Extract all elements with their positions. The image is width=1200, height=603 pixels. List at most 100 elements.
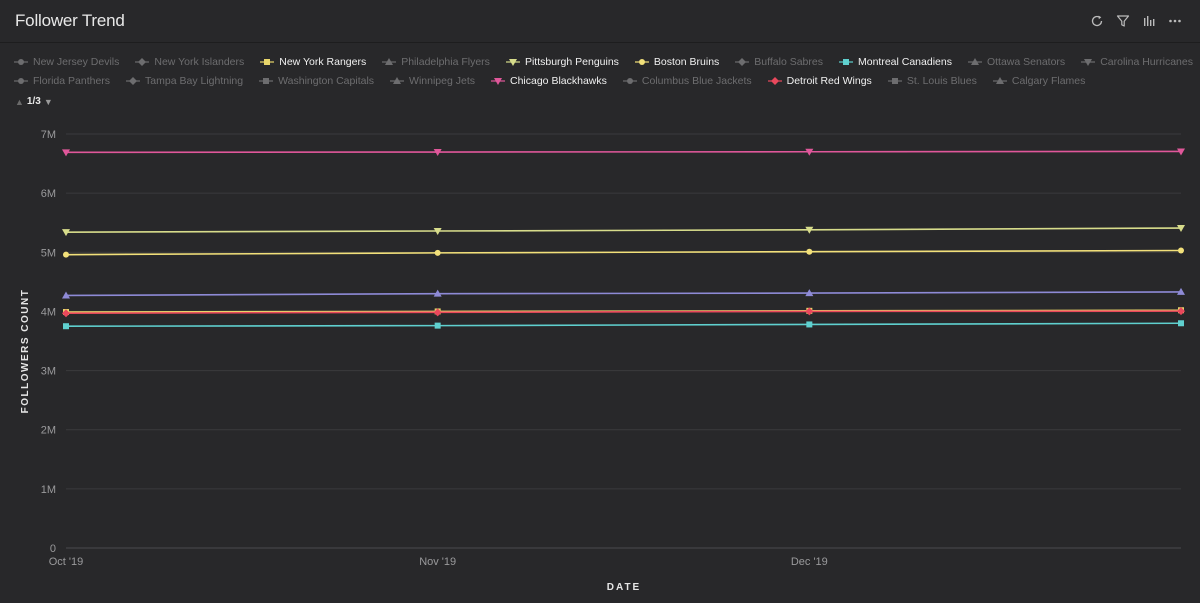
data-point	[62, 309, 70, 318]
series-line	[65, 227, 1182, 233]
legend-label: St. Louis Blues	[906, 74, 977, 87]
legend-marker-icon	[842, 58, 849, 65]
y-tick-label: 4M	[41, 306, 56, 318]
legend-item[interactable]: Boston Bruins	[634, 55, 720, 68]
pager-prev-icon[interactable]: ▲	[15, 96, 24, 107]
legend-label: Columbus Blue Jackets	[641, 74, 752, 87]
legend-item[interactable]: New York Rangers	[260, 56, 366, 68]
legend-swatch-icon	[14, 58, 28, 65]
pager-status: 1/3	[26, 96, 41, 107]
legend-item[interactable]: Pittsburgh Penguins	[505, 56, 619, 68]
legend-marker-icon	[138, 57, 147, 66]
data-point	[1177, 287, 1185, 295]
legend-item[interactable]: Philadelphia Flyers	[382, 56, 490, 68]
legend-marker-icon	[1084, 58, 1093, 66]
y-tick-label: 3M	[41, 366, 56, 378]
y-axis-title: FOLLOWERS COUNT	[20, 289, 31, 414]
x-axis-title: DATE	[607, 582, 641, 593]
legend-marker-icon	[494, 77, 502, 85]
toolbar	[1090, 13, 1182, 29]
data-point	[805, 289, 814, 297]
legend-swatch-icon	[735, 57, 750, 66]
legend-label: Washington Capitals	[278, 74, 375, 87]
legend-item[interactable]: Columbus Blue Jackets	[622, 74, 752, 87]
legend-swatch-icon	[1081, 58, 1096, 66]
legend-label: New York Rangers	[279, 55, 367, 68]
legend-item[interactable]: Calgary Flames	[992, 74, 1086, 87]
legend-swatch-icon	[767, 76, 782, 85]
legend-swatch-icon	[887, 77, 902, 84]
data-point	[63, 251, 69, 258]
legend: New Jersey Devils New York Islanders New Y…	[14, 52, 1193, 90]
legend-marker-icon	[264, 58, 271, 65]
series-line	[65, 310, 1182, 315]
legend-item[interactable]: Buffalo Sabres	[735, 56, 823, 68]
legend-item[interactable]: Washington Capitals	[259, 75, 374, 87]
legend-item[interactable]: Detroit Red Wings	[767, 74, 872, 87]
y-tick-label: 5M	[41, 247, 56, 259]
legend-item[interactable]: New Jersey Devils	[14, 56, 119, 68]
x-tick-label: Nov '19	[419, 556, 456, 568]
legend-label: Chicago Blackhawks	[510, 74, 607, 87]
data-point	[1178, 320, 1184, 327]
data-point	[1177, 225, 1185, 233]
filter-icon[interactable]	[1116, 13, 1130, 29]
legend-item[interactable]: Ottawa Senators	[967, 56, 1065, 68]
legend-item[interactable]: New York Islanders	[135, 56, 244, 68]
legend-marker-icon	[385, 57, 394, 65]
legend-item[interactable]: Florida Panthers	[14, 75, 110, 87]
series-line	[65, 291, 1182, 297]
legend-item[interactable]: Winnipeg Jets	[390, 75, 475, 87]
panel-title: Follower Trend	[15, 11, 125, 30]
legend-swatch-icon	[622, 77, 637, 84]
legend-marker-icon	[970, 57, 979, 65]
legend-label: Winnipeg Jets	[409, 74, 475, 87]
legend-label: Boston Bruins	[653, 55, 720, 68]
legend-label: Calgary Flames	[1011, 74, 1086, 87]
legend-marker-icon	[263, 77, 270, 84]
legend-label: Detroit Red Wings	[786, 74, 872, 87]
legend-marker-icon	[129, 76, 138, 85]
legend-item[interactable]: Chicago Blackhawks	[491, 75, 607, 87]
data-point	[434, 249, 441, 256]
legend-label: New York Islanders	[154, 55, 245, 68]
y-tick-label: 1M	[41, 484, 56, 496]
x-tick-label: Oct '19	[49, 556, 84, 568]
data-point	[433, 227, 442, 235]
data-point	[1177, 307, 1185, 316]
legend-marker-icon	[770, 76, 779, 85]
y-tick-label: 7M	[41, 129, 56, 141]
y-tick-label: 6M	[41, 188, 56, 200]
data-point	[805, 226, 814, 234]
legend-swatch-icon	[634, 58, 649, 65]
legend-marker-icon	[626, 77, 633, 84]
legend-marker-icon	[738, 57, 747, 66]
legend-item[interactable]: Montreal Canadiens	[838, 56, 952, 68]
legend-swatch-icon	[505, 58, 520, 66]
more-icon[interactable]	[1168, 13, 1182, 29]
legend-marker-icon	[18, 58, 24, 65]
data-point	[62, 291, 70, 299]
legend-marker-icon	[508, 58, 517, 66]
refresh-icon[interactable]	[1090, 13, 1104, 29]
legend-item[interactable]: Carolina Hurricanes	[1081, 56, 1193, 68]
series-line	[65, 150, 1182, 154]
legend-swatch-icon	[126, 76, 141, 85]
pager-next-icon[interactable]: ▼	[43, 96, 53, 107]
legend-row: New Jersey Devils New York Islanders New Y…	[14, 52, 1193, 71]
data-point	[806, 321, 813, 328]
data-point	[806, 248, 813, 255]
data-point	[805, 307, 814, 316]
x-tick-label: Dec '19	[791, 556, 828, 568]
panel-header: Follower Trend	[0, 0, 1200, 43]
legend-swatch-icon	[259, 77, 274, 84]
bar-chart-icon[interactable]	[1142, 13, 1156, 29]
legend-row: Florida Panthers Tampa Bay Lightning Washi…	[14, 71, 1184, 90]
legend-label: Buffalo Sabres	[754, 55, 823, 68]
data-point	[62, 149, 70, 157]
legend-item[interactable]: St. Louis Blues	[887, 74, 977, 87]
legend-swatch-icon	[260, 58, 275, 65]
legend-item[interactable]: Tampa Bay Lightning	[126, 75, 243, 87]
